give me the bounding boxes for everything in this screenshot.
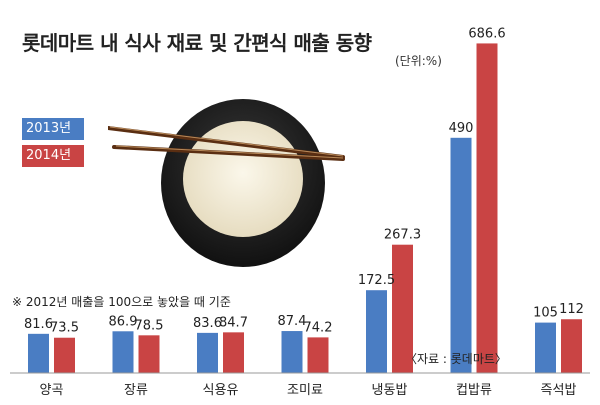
bar-2014-3 <box>307 337 329 373</box>
category-label-6: 즉석밥 <box>541 383 577 398</box>
category-label-2: 식용유 <box>203 383 239 398</box>
unit-label: (단위:%) <box>395 54 442 68</box>
value-label-2013-1: 86.9 <box>109 314 138 329</box>
chopstick-2 <box>112 145 345 161</box>
value-label-2014-4: 267.3 <box>384 228 421 243</box>
bars-group <box>28 43 582 373</box>
value-label-2014-3: 74.2 <box>304 320 333 335</box>
legend-2014: 2014년 <box>22 145 84 167</box>
value-label-2014-0: 73.5 <box>50 321 79 336</box>
bar-2013-3 <box>281 331 303 373</box>
category-labels-group: 양곡 장류 식용유 조미료 냉동밥 컵밥류 즉석밥 <box>40 383 577 398</box>
chart-title: 롯데마트 내 식사 재료 및 간편식 매출 동향 <box>22 31 372 55</box>
value-label-2014-5: 686.6 <box>468 26 505 41</box>
value-labels-group: 81.673.5 86.978.5 83.684.7 87.474.2 172.5 267… <box>24 26 584 335</box>
bar-2014-4 <box>392 244 413 373</box>
bar-2013-2 <box>197 332 218 373</box>
category-label-0: 양곡 <box>40 383 64 398</box>
note-text: ※ 2012년 매출을 100으로 놓았을 때 기준 <box>12 295 231 309</box>
bar-2014-5 <box>476 43 498 373</box>
bar-2013-5 <box>450 137 472 373</box>
value-label-2013-6: 105 <box>533 306 558 321</box>
bar-2014-1 <box>138 335 160 373</box>
bar-2013-0 <box>28 333 49 373</box>
chopstick-1 <box>106 126 345 159</box>
category-label-5: 컵밥류 <box>456 383 492 398</box>
value-label-2013-0: 81.6 <box>24 317 53 332</box>
bar-2013-6 <box>535 322 556 373</box>
bar-2014-0 <box>54 337 75 373</box>
bar-2014-2 <box>223 332 244 373</box>
value-label-2014-6: 112 <box>559 302 584 317</box>
value-label-2014-2: 84.7 <box>219 315 248 330</box>
value-label-2013-3: 87.4 <box>278 314 307 329</box>
rice-bowl-illustration <box>106 95 348 270</box>
value-label-2013-5: 490 <box>449 121 474 136</box>
legend-2013: 2013년 <box>22 118 84 140</box>
value-label-2014-1: 78.5 <box>135 318 164 333</box>
category-label-3: 조미료 <box>287 383 323 398</box>
value-label-2013-4: 172.5 <box>358 273 395 288</box>
bar-2013-4 <box>366 290 387 373</box>
category-label-1: 장류 <box>124 383 148 398</box>
value-label-2013-2: 83.6 <box>193 316 222 331</box>
source-text: 〈자료 : 롯데마트〉 <box>405 352 507 366</box>
category-label-4: 냉동밥 <box>372 383 408 398</box>
bar-2013-1 <box>112 331 134 373</box>
bar-2014-6 <box>561 319 582 373</box>
